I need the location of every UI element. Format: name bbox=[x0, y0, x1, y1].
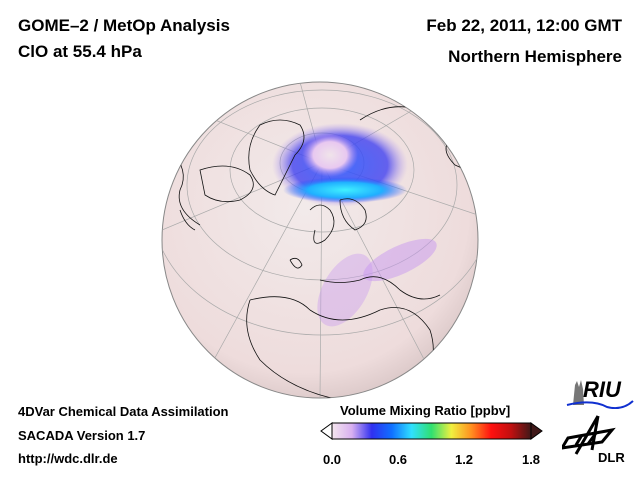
colorbar-tick: 1.2 bbox=[454, 452, 474, 467]
map-date: Feb 22, 2011, 12:00 GMT bbox=[426, 16, 622, 35]
riu-logo: RIU bbox=[566, 377, 634, 409]
colorbar-tick: 1.8 bbox=[521, 452, 541, 467]
svg-text:DLR: DLR bbox=[598, 450, 625, 465]
dlr-logo: DLR bbox=[562, 415, 625, 465]
colorbar-over-arrow bbox=[530, 422, 543, 440]
colorbar-title: Volume Mixing Ratio [ppbv] bbox=[340, 403, 511, 418]
svg-text:RIU: RIU bbox=[583, 377, 622, 402]
colorbar bbox=[320, 422, 543, 440]
footer-line-2: SACADA Version 1.7 bbox=[18, 428, 146, 443]
footer-line-1: 4DVar Chemical Data Assimilation bbox=[18, 404, 229, 419]
footer-url: http://wdc.dlr.de bbox=[18, 451, 118, 466]
map-region: Northern Hemisphere bbox=[448, 47, 622, 66]
colorbar-tick: 0.6 bbox=[388, 452, 408, 467]
clo-field bbox=[272, 123, 437, 327]
map-subtitle: ClO at 55.4 hPa bbox=[18, 42, 142, 61]
map-title: GOME–2 / MetOp Analysis bbox=[18, 16, 230, 35]
colorbar-tick: 0.0 bbox=[322, 452, 342, 467]
colorbar-gradient bbox=[331, 422, 532, 440]
colorbar-under-arrow bbox=[320, 422, 333, 440]
